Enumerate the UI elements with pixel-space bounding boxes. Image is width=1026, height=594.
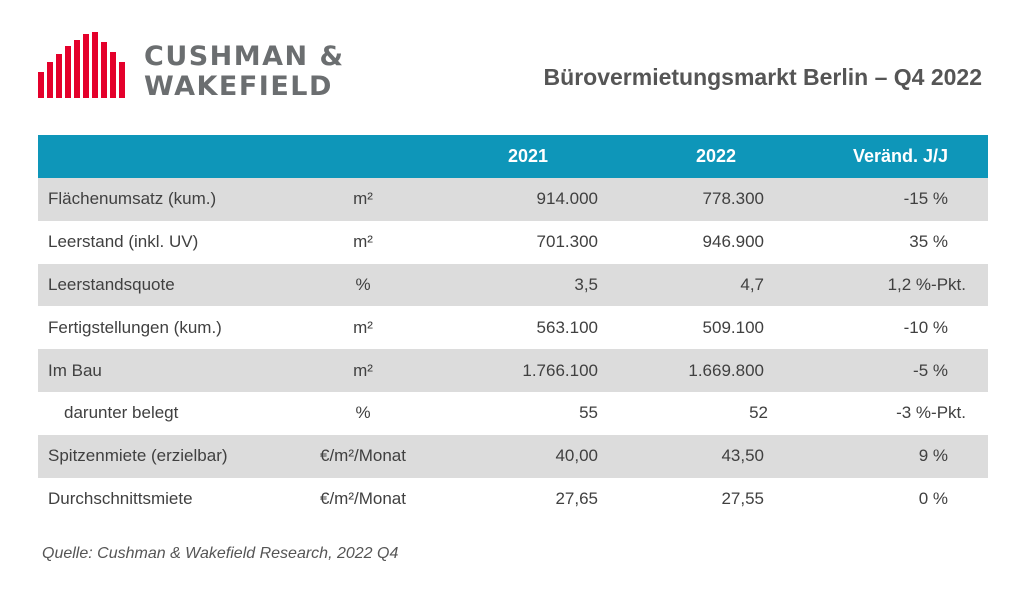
table-row: Durchschnittsmiete €/m²/Monat 27,65 27,5… [38,478,988,521]
row-2021: 3,5 [574,274,598,294]
row-2022: 509.100 [702,317,764,337]
logo-line1: CUSHMAN & [144,41,345,72]
table-row: Im Bau m² 1.766.100 1.669.800 -5 % [38,349,988,392]
row-change: 9 % [918,446,948,466]
row-unit: €/m²/Monat [320,446,406,466]
row-unit: m² [353,232,373,252]
row-unit: m² [353,189,373,209]
row-change: -10 % [903,317,948,337]
row-unit: €/m²/Monat [320,488,406,508]
row-2022: 4,7 [740,274,764,294]
page-title: Bürovermietungsmarkt Berlin – Q4 2022 [543,64,982,90]
row-label: Spitzenmiete (erzielbar) [48,446,228,466]
table-row: darunter belegt % 55 52 -3 %-Pkt. [38,392,988,435]
market-data-table: 2021 2022 Veränd. J/J Flächenumsatz (kum… [38,135,988,520]
row-2021: 563.100 [536,317,598,337]
row-label: darunter belegt [64,403,179,423]
header-label [38,135,288,178]
row-2021: 27,65 [555,488,598,508]
header-2021: 2021 [507,146,548,166]
row-label: Im Bau [48,360,102,380]
logo-line2: WAKEFIELD [144,71,333,102]
row-2022: 43,50 [721,446,764,466]
row-2021: 55 [579,403,598,423]
source-note: Quelle: Cushman & Wakefield Research, 20… [42,545,399,562]
building-bars-icon [38,32,125,98]
row-unit: m² [353,360,373,380]
row-unit: % [355,274,371,294]
row-label: Leerstandsquote [48,274,175,294]
row-unit: % [355,403,371,423]
row-2022: 27,55 [721,488,764,508]
row-change: 35 % [909,232,948,252]
row-2022: 52 [749,403,768,423]
header-2022: 2022 [695,146,736,166]
row-label: Flächenumsatz (kum.) [48,189,217,209]
row-2022: 1.669.800 [688,360,764,380]
row-2021: 1.766.100 [522,360,598,380]
row-unit: m² [353,317,373,337]
row-2021: 701.300 [536,232,598,252]
row-2021: 914.000 [536,189,598,209]
table-row: Fertigstellungen (kum.) m² 563.100 509.1… [38,306,988,349]
row-2022: 946.900 [702,232,764,252]
row-change: -15 % [903,189,948,209]
header-change: Veränd. J/J [852,146,948,166]
row-change: -5 % [913,360,948,380]
row-2022: 778.300 [702,189,764,209]
row-label: Fertigstellungen (kum.) [48,317,222,337]
cushman-wakefield-logo: CUSHMAN & WAKEFIELD [38,30,358,102]
table-row: Spitzenmiete (erzielbar) €/m²/Monat 40,0… [38,434,988,478]
header-unit [288,135,438,178]
table-header-row: 2021 2022 Veränd. J/J [38,135,988,178]
table-row: Leerstandsquote % 3,5 4,7 1,2 %-Pkt. [38,263,988,307]
row-label: Durchschnittsmiete [48,488,193,508]
row-change: 1,2 %-Pkt. [887,274,966,294]
table-row: Flächenumsatz (kum.) m² 914.000 778.300 … [38,178,988,221]
table-row: Leerstand (inkl. UV) m² 701.300 946.900 … [38,221,988,264]
row-change: -3 %-Pkt. [896,403,966,423]
row-label: Leerstand (inkl. UV) [48,232,199,252]
logo-wordmark: CUSHMAN & WAKEFIELD [144,42,345,102]
row-change: 0 % [918,488,948,508]
row-2021: 40,00 [555,446,598,466]
